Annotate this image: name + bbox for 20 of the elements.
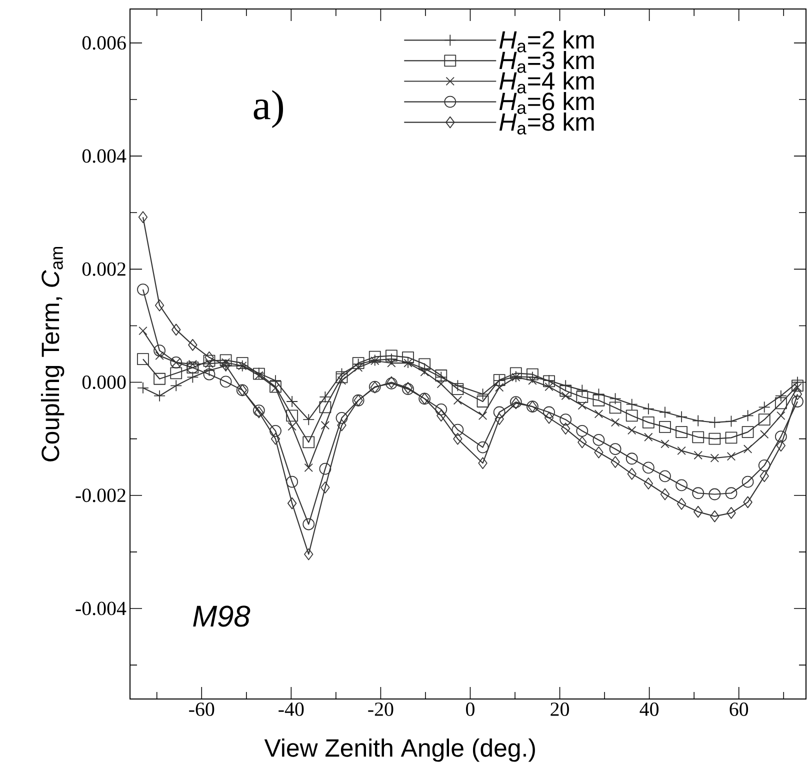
y-tick-label: 0.006 <box>82 36 126 50</box>
y-axis-title: Coupling Term, C$_{am}$ <box>40 247 64 462</box>
annotation: a) <box>254 90 283 128</box>
y-tick-label: 0.000 <box>82 376 126 390</box>
legend-label: H$_{a}$=8 km <box>499 112 594 134</box>
x-tick-label: 20 <box>550 702 569 716</box>
y-tick-label: 0.002 <box>82 262 126 276</box>
y-tick-label: 0.004 <box>82 149 126 163</box>
legend-label: H$_{a}$=2 km <box>499 30 594 52</box>
x-tick-label: 60 <box>730 702 748 716</box>
x-tick-label: 0 <box>466 702 474 716</box>
x-tick-label: -60 <box>189 702 214 716</box>
x-tick-label: -40 <box>278 702 304 716</box>
x-tick-label: -20 <box>368 702 394 716</box>
y-tick-label: -0.004 <box>76 602 126 616</box>
y-tick-label: -0.002 <box>76 488 126 502</box>
x-tick-label: 40 <box>640 702 659 716</box>
annotation: M98 <box>193 606 250 627</box>
legend-label: H$_{a}$=6 km <box>499 92 594 114</box>
x-axis-title: View Zenith Angle (deg.) <box>264 738 535 762</box>
